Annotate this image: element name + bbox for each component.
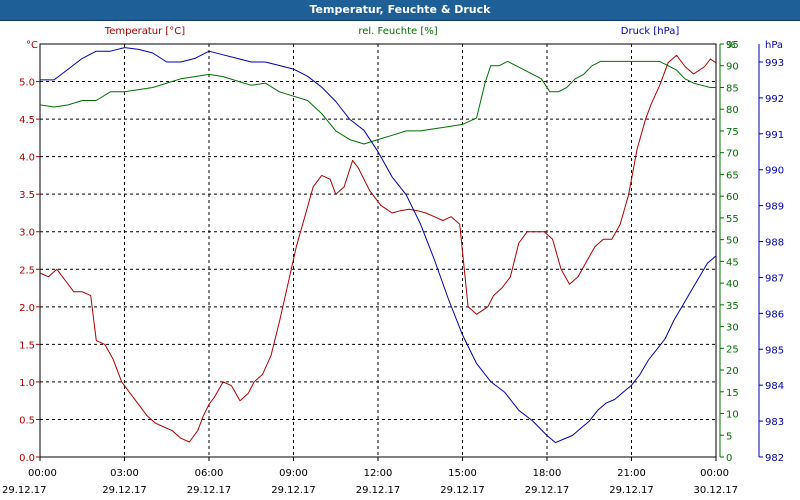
pressure-tick-label: 990	[765, 166, 784, 177]
humidity-tick-label: 5	[726, 431, 732, 442]
temperature-tick-label: 5.0	[19, 78, 35, 89]
pressure-tick-label: 983	[765, 417, 784, 428]
humidity-tick-label: 60	[726, 192, 739, 203]
pressure-tick-label: 989	[765, 202, 784, 213]
humidity-tick-label: 45	[726, 257, 739, 268]
humidity-tick-label: 50	[726, 236, 739, 247]
x-tick-time: 06:00	[195, 468, 224, 479]
x-tick-date: 29.12.17	[271, 485, 316, 496]
temperature-tick-label: 1.5	[19, 340, 35, 351]
temperature-tick-label: 4.5	[19, 115, 35, 126]
humidity-tick-label: 30	[726, 323, 739, 334]
humidity-tick-label: 85	[726, 83, 739, 94]
x-tick-date: 29.12.17	[2, 485, 47, 496]
humidity-tick-label: 65	[726, 170, 739, 181]
pressure-unit-label: hPa	[765, 40, 783, 51]
title-bar: Temperatur, Feuchte & Druck	[0, 0, 800, 21]
series-line-pressure	[40, 47, 717, 444]
labels: °C Temperatur [°C]% rel. Feuchte [%] hPa Dru…	[26, 26, 783, 51]
humidity-unit-label: %	[726, 40, 736, 51]
pressure-axis-title: Druck [hPa]	[621, 26, 680, 37]
humidity-tick-label: 25	[726, 344, 739, 355]
humidity-tick-label: 95	[726, 40, 739, 51]
pressure-tick-label: 982	[765, 453, 784, 464]
humidity-axis-title: rel. Feuchte [%]	[358, 26, 437, 37]
pressure-tick-label: 986	[765, 309, 784, 320]
series-line-humidity	[39, 60, 716, 145]
x-tick-date: 29.12.17	[525, 485, 570, 496]
x-tick-date: 29.12.17	[609, 485, 654, 496]
humidity-tick-label: 40	[726, 279, 739, 290]
humidity-tick-label: 90	[726, 62, 739, 73]
temperature-tick-label: 0.5	[19, 415, 35, 426]
humidity-tick-label: 20	[726, 366, 739, 377]
pressure-tick-label: 985	[765, 345, 784, 356]
x-tick-date: 29.12.17	[356, 485, 401, 496]
temperature-tick-label: 3.5	[19, 190, 35, 201]
pressure-tick-label: 984	[765, 381, 784, 392]
temperature-tick-label: 4.0	[19, 153, 35, 164]
humidity-tick-label: 10	[726, 410, 739, 421]
pressure-tick-label: 991	[765, 130, 784, 141]
x-tick-date: 30.12.17	[693, 485, 738, 496]
temperature-tick-label: 3.0	[19, 228, 35, 239]
axes: 00:00 29.12.17 03:00 29.12.17 06:00 29.12.17 0…	[2, 40, 784, 496]
x-tick-date: 29.12.17	[102, 485, 147, 496]
humidity-tick-label: 15	[726, 388, 739, 399]
pressure-tick-label: 993	[765, 58, 784, 69]
humidity-tick-label: 70	[726, 149, 739, 160]
x-tick-time: 00:00	[28, 468, 57, 479]
x-tick-time: 03:00	[110, 468, 139, 479]
humidity-tick-label: 75	[726, 127, 739, 138]
humidity-tick-label: 0	[726, 453, 732, 464]
x-tick-date: 29.12.17	[440, 485, 485, 496]
series-group	[39, 47, 717, 444]
temperature-tick-label: 1.0	[19, 378, 35, 389]
temperature-axis-title: Temperatur [°C]	[104, 26, 185, 37]
series-line-temperature	[39, 54, 717, 443]
pressure-tick-label: 988	[765, 238, 784, 249]
temperature-unit-label: °C	[26, 40, 38, 51]
temperature-tick-label: 2.5	[19, 265, 35, 276]
pressure-tick-label: 987	[765, 273, 784, 284]
chart-svg: 00:00 29.12.17 03:00 29.12.17 06:00 29.12.17 0…	[2, 26, 784, 496]
chart-title: Temperatur, Feuchte & Druck	[309, 3, 491, 16]
x-tick-time: 21:00	[617, 468, 646, 479]
pressure-tick-label: 992	[765, 94, 784, 105]
humidity-tick-label: 55	[726, 214, 739, 225]
x-tick-date: 29.12.17	[187, 485, 232, 496]
temperature-tick-label: 2.0	[19, 303, 35, 314]
humidity-tick-label: 35	[726, 301, 739, 312]
x-tick-time: 00:00	[700, 468, 729, 479]
grid	[39, 43, 717, 458]
x-tick-time: 18:00	[533, 468, 562, 479]
x-tick-time: 15:00	[448, 468, 477, 479]
x-tick-time: 09:00	[279, 468, 308, 479]
x-tick-time: 12:00	[364, 468, 393, 479]
temperature-tick-label: 0.0	[19, 453, 35, 464]
humidity-tick-label: 80	[726, 105, 739, 116]
